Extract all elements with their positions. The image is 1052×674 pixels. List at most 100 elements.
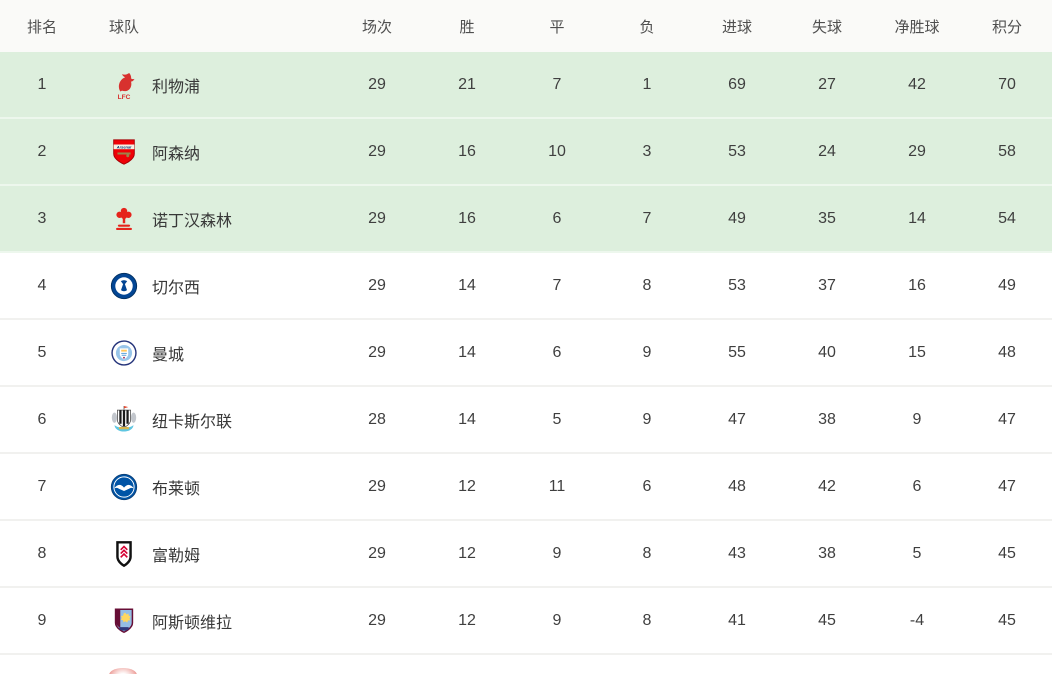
- goals-against-cell: 37: [818, 276, 836, 294]
- team-name: 曼城: [152, 346, 185, 364]
- goal-diff-cell: 16: [908, 276, 926, 294]
- team-name: 切尔西: [152, 279, 201, 297]
- wins-cell: 16: [458, 209, 476, 227]
- points-cell: 47: [998, 477, 1016, 495]
- table-header: 排名 球队 场次 胜 平 负 进球 失球 净胜球 积分: [0, 0, 1052, 52]
- column-header-points: 积分: [991, 18, 1022, 36]
- brighton-crest-icon: [109, 472, 139, 502]
- goal-diff-cell: 5: [912, 544, 922, 562]
- table-row[interactable]: 2 Arsenal 阿森纳 29 16 10 3 53 24 29 58: [0, 119, 1052, 186]
- draws-cell: 9: [552, 611, 562, 629]
- table-row[interactable]: 7 布莱顿 29 12 11 6 48 42 6 47: [0, 454, 1052, 521]
- losses-cell: 9: [642, 410, 652, 428]
- fulham-crest-icon: [109, 539, 139, 569]
- column-header-team: 球队: [109, 18, 140, 36]
- team-name: 富勒姆: [152, 547, 201, 565]
- points-cell: 45: [998, 611, 1016, 629]
- losses-cell: 7: [642, 209, 652, 227]
- goal-diff-cell: 9: [912, 410, 922, 428]
- goals-for-cell: 43: [728, 544, 746, 562]
- table-row[interactable]: 6 纽卡斯尔联 28 14 5 9 47 38 9 47: [0, 387, 1052, 454]
- draws-cell: 7: [552, 75, 562, 93]
- goal-diff-cell: 6: [912, 477, 922, 495]
- wins-cell: 12: [458, 477, 476, 495]
- rank-cell: 3: [37, 209, 47, 227]
- points-cell: 49: [998, 276, 1016, 294]
- table-body: 1 LFC 利物浦 29 21 7 1 69 27 42 70 2 Arsena…: [0, 52, 1052, 655]
- goals-for-cell: 41: [728, 611, 746, 629]
- wins-cell: 14: [458, 276, 476, 294]
- forest-crest-icon: [109, 204, 139, 234]
- points-cell: 58: [998, 142, 1016, 160]
- points-cell: 70: [998, 75, 1016, 93]
- column-header-goals-for: 进球: [721, 18, 752, 36]
- goals-for-cell: 53: [728, 142, 746, 160]
- goals-against-cell: 27: [818, 75, 836, 93]
- newcastle-crest-icon: [109, 405, 139, 435]
- played-cell: 29: [368, 75, 386, 93]
- rank-cell: 8: [37, 544, 47, 562]
- table-row[interactable]: 3 诺丁汉森林 29 16 6 7 49 35 14 54: [0, 186, 1052, 253]
- table-row[interactable]: 1 LFC 利物浦 29 21 7 1 69 27 42 70: [0, 52, 1052, 119]
- villa-crest-icon: [109, 606, 139, 636]
- played-cell: 29: [368, 276, 386, 294]
- table-row[interactable]: 4 切尔西 29 14 7 8 53 37 16 49: [0, 253, 1052, 320]
- goals-for-cell: 47: [728, 410, 746, 428]
- column-header-goal-diff: 净胜球: [894, 18, 940, 36]
- goal-diff-cell: 14: [908, 209, 926, 227]
- points-cell: 47: [998, 410, 1016, 428]
- rank-cell: 4: [37, 276, 47, 294]
- draws-cell: 6: [552, 209, 562, 227]
- team-name: 布莱顿: [152, 480, 201, 498]
- draws-cell: 11: [548, 477, 566, 495]
- svg-text:Arsenal: Arsenal: [116, 144, 132, 149]
- column-header-wins: 胜: [459, 18, 475, 36]
- goals-against-cell: 35: [818, 209, 836, 227]
- goals-for-cell: 53: [728, 276, 746, 294]
- column-header-played: 场次: [361, 18, 392, 36]
- losses-cell: 8: [642, 544, 652, 562]
- table-row[interactable]: 8 富勒姆 29 12 9 8 43 38 5 45: [0, 521, 1052, 588]
- draws-cell: 10: [548, 142, 566, 160]
- table-row[interactable]: 9 阿斯顿维拉 29 12 9 8 41 45 -4 45: [0, 588, 1052, 655]
- wins-cell: 16: [458, 142, 476, 160]
- points-cell: 45: [998, 544, 1016, 562]
- wins-cell: 21: [458, 75, 476, 93]
- played-cell: 29: [368, 611, 386, 629]
- partial-team-crest-icon: [109, 668, 137, 674]
- goal-diff-cell: -4: [909, 611, 925, 629]
- team-name: 纽卡斯尔联: [152, 413, 233, 431]
- goals-against-cell: 40: [818, 343, 836, 361]
- team-cell: 曼城: [84, 338, 332, 368]
- draws-cell: 7: [552, 276, 562, 294]
- wins-cell: 12: [458, 544, 476, 562]
- team-name: 阿森纳: [152, 145, 201, 163]
- arsenal-crest-icon: Arsenal: [109, 137, 139, 167]
- played-cell: 29: [368, 343, 386, 361]
- team-cell: LFC 利物浦: [84, 70, 332, 100]
- played-cell: 29: [368, 209, 386, 227]
- losses-cell: 8: [642, 611, 652, 629]
- played-cell: 29: [368, 142, 386, 160]
- team-cell: 纽卡斯尔联: [84, 405, 332, 435]
- rank-cell: 9: [37, 611, 47, 629]
- losses-cell: 6: [642, 477, 652, 495]
- chelsea-crest-icon: [109, 271, 139, 301]
- points-cell: 48: [998, 343, 1016, 361]
- team-cell: 诺丁汉森林: [84, 204, 332, 234]
- losses-cell: 8: [642, 276, 652, 294]
- goals-for-cell: 49: [728, 209, 746, 227]
- goal-diff-cell: 29: [908, 142, 926, 160]
- team-cell: 富勒姆: [84, 539, 332, 569]
- goals-for-cell: 48: [728, 477, 746, 495]
- draws-cell: 5: [552, 410, 562, 428]
- table-row[interactable]: 5 曼城 29 14 6 9 55 40 15 48: [0, 320, 1052, 387]
- goals-against-cell: 45: [818, 611, 836, 629]
- team-cell: 布莱顿: [84, 472, 332, 502]
- draws-cell: 9: [552, 544, 562, 562]
- liverpool-crest-icon: LFC: [109, 70, 139, 100]
- losses-cell: 9: [642, 343, 652, 361]
- wins-cell: 14: [458, 410, 476, 428]
- losses-cell: 1: [642, 75, 652, 93]
